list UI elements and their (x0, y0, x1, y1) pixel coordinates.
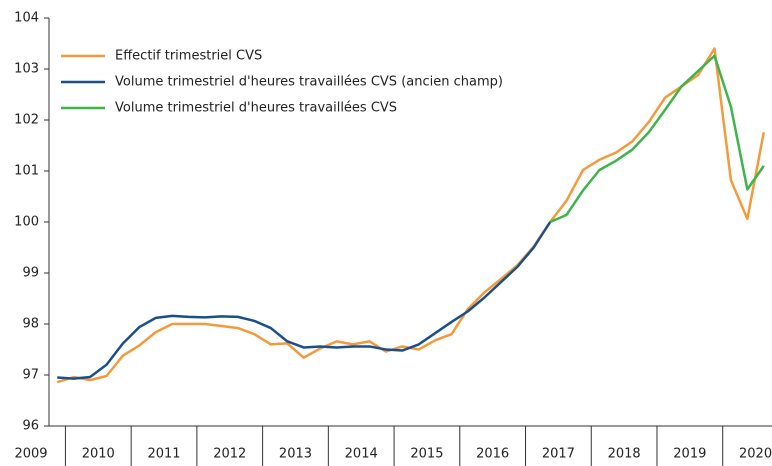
x-tick-label: 2009 (14, 447, 47, 462)
legend-label: Volume trimestriel d'heures travaillées … (115, 75, 503, 90)
y-tick-label: 102 (14, 113, 39, 128)
y-tick-label: 103 (14, 62, 39, 77)
x-tick-label: 2014 (345, 447, 378, 462)
line-series (57, 221, 552, 380)
x-tick-label: 2010 (82, 447, 115, 462)
legend-label: Volume trimestriel d'heures travaillées … (115, 101, 397, 116)
x-tick-label: 2019 (673, 447, 706, 462)
x-tick-label: 2011 (147, 447, 180, 462)
y-tick-label: 97 (22, 368, 39, 383)
legend-label: Effectif trimestriel CVS (115, 49, 262, 64)
y-tick-label: 98 (22, 317, 39, 332)
y-tick-label: 99 (22, 266, 39, 281)
y-tick-label: 101 (14, 164, 39, 179)
line-series (56, 47, 766, 384)
x-tick-label: 2018 (608, 447, 641, 462)
x-tick-label: 2020 (739, 447, 772, 462)
x-tick-label: 2012 (213, 447, 246, 462)
line-series (549, 54, 765, 224)
y-tick-label: 96 (22, 419, 39, 434)
x-tick-label: 2017 (542, 447, 575, 462)
y-tick-label: 104 (14, 11, 39, 26)
x-tick-label: 2013 (279, 447, 312, 462)
x-tick-label: 2015 (410, 447, 443, 462)
y-tick-label: 100 (14, 215, 39, 230)
x-tick-label: 2016 (476, 447, 509, 462)
